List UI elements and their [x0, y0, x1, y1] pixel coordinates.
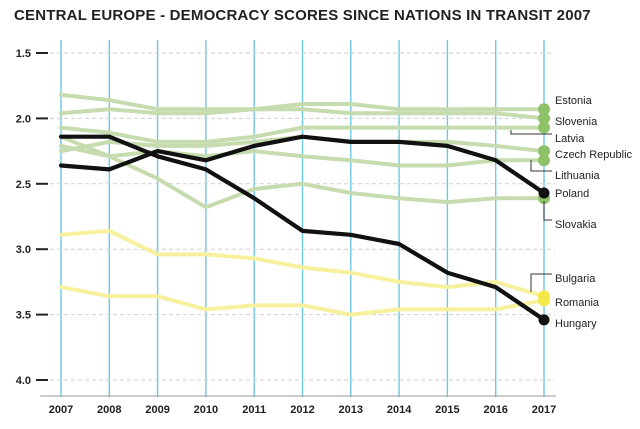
end-marker-slovenia [538, 112, 550, 125]
x-tick-label: 2014 [387, 404, 412, 416]
label-leader-latvia [510, 130, 552, 135]
series-label-romania: Romania [555, 297, 600, 309]
y-tick-label: 3.0 [16, 244, 31, 256]
end-marker-estonia [538, 103, 550, 116]
series-label-slovakia: Slovakia [555, 219, 597, 231]
end-marker-romania [538, 294, 550, 307]
label-leader-lithuania [530, 160, 552, 172]
series-label-estonia: Estonia [555, 95, 593, 107]
y-tick-label: 2.0 [16, 113, 31, 125]
label-leader-bulgaria [530, 273, 552, 292]
x-tick-label: 2008 [97, 404, 121, 416]
series-line-slovenia [59, 107, 546, 121]
x-tick-label: 2013 [339, 404, 363, 416]
x-tick-label: 2009 [145, 404, 169, 416]
x-tick-label: 2007 [49, 404, 73, 416]
y-tick-label: 2.5 [16, 179, 31, 191]
chart-title: CENTRAL EUROPE - DEMOCRACY SCORES SINCE … [14, 7, 591, 24]
x-tick-label: 2011 [242, 404, 266, 416]
x-tick-label: 2012 [290, 404, 314, 416]
end-marker-latvia [538, 121, 550, 134]
series-label-slovenia: Slovenia [555, 116, 598, 128]
x-tick-label: 2015 [435, 404, 459, 416]
series-line-poland [58, 134, 547, 196]
series-label-lithuania: Lithuania [555, 170, 601, 182]
end-marker-lithuania [538, 154, 550, 167]
series-label-bulgaria: Bulgaria [555, 273, 596, 285]
series-line-latvia [59, 125, 546, 144]
y-tick-label: 4.0 [16, 375, 31, 387]
vertical-gridlines [60, 40, 545, 397]
label-leader-slovakia [543, 201, 552, 221]
series-labels: Estonia Slovenia Latvia Czech Republic Lithu… [510, 95, 633, 330]
x-axis: 2007 2008 2009 2010 2011 2012 2013 2014 2015 2016… [40, 395, 556, 416]
series-label-czech-republic: Czech Republic [555, 149, 633, 161]
end-marker-czech-republic [538, 145, 550, 158]
horizontal-gridlines [50, 52, 555, 381]
series-line-bulgaria [59, 228, 546, 299]
x-tick-label: 2017 [532, 404, 556, 416]
series-label-poland: Poland [555, 188, 589, 200]
end-marker-hungary [538, 314, 550, 326]
series-line-slovakia [59, 134, 546, 210]
y-tick-label: 1.5 [16, 48, 31, 60]
y-axis: 1.5 2.0 2.5 3.0 3.5 4.0 [16, 48, 48, 387]
series-line-lithuania [59, 143, 546, 168]
series-line-romania [59, 285, 546, 317]
series-line-estonia [59, 92, 546, 112]
series-line-hungary [58, 134, 547, 322]
y-tick-label: 3.5 [16, 310, 31, 322]
x-tick-label: 2016 [483, 404, 507, 416]
x-tick-label: 2010 [194, 404, 218, 416]
series-label-latvia: Latvia [555, 133, 585, 145]
series-lines [58, 92, 547, 322]
end-markers [538, 103, 550, 326]
series-label-hungary: Hungary [555, 318, 597, 330]
end-marker-poland [538, 187, 550, 199]
